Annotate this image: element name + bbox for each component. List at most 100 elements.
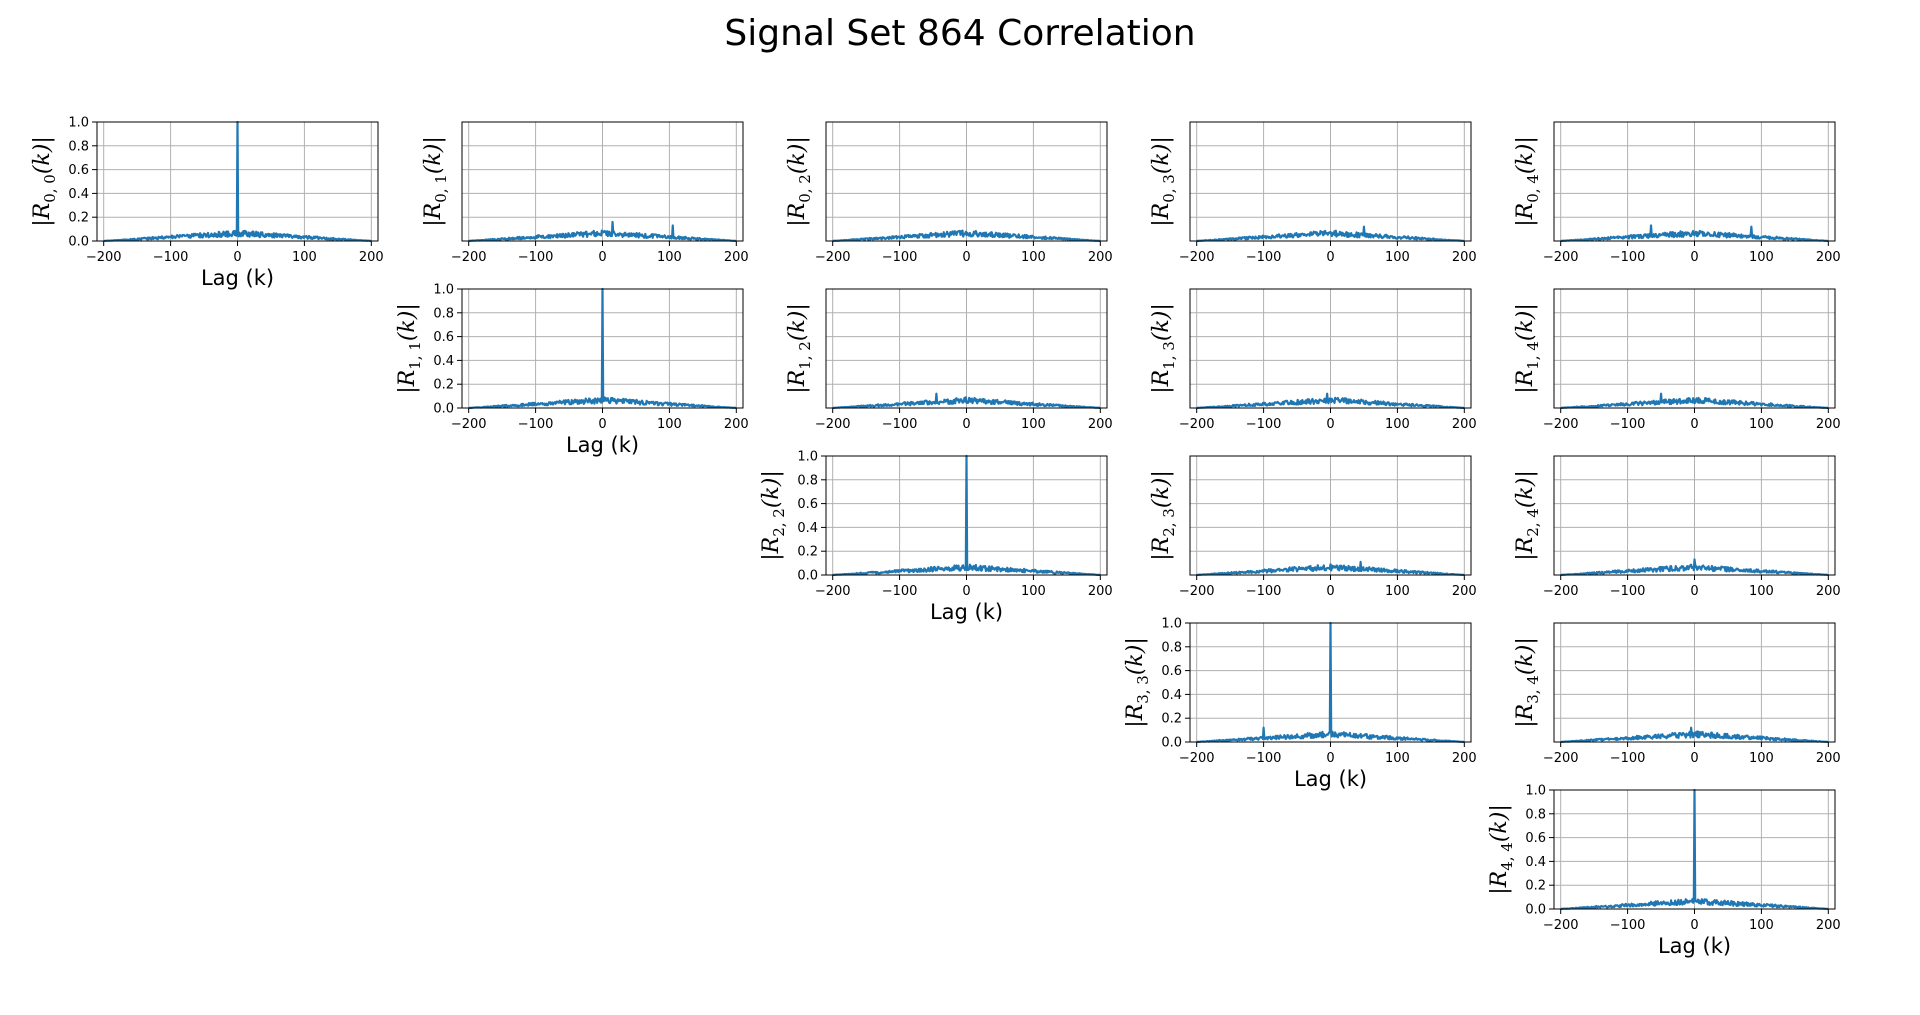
y-label-tail: (k)| — [759, 470, 784, 508]
x-tick-label: 0 — [598, 250, 606, 265]
y-label-main: |R — [785, 370, 810, 394]
x-tick-label: −100 — [1610, 250, 1646, 265]
x-tick-label: 0 — [1690, 250, 1698, 265]
x-tick-label: 200 — [1816, 751, 1841, 766]
panel-r4-4: −200 −100 0 100 200 0.0 0.2 0.4 0.6 0.8 1.0 Lag (k)… — [1487, 784, 1841, 959]
y-label-main: |R — [1123, 704, 1148, 728]
panel-r1-3: −200 −100 0 100 200 |R1, 3(k)| — [1149, 288, 1477, 432]
x-tick-label: −200 — [451, 417, 487, 432]
y-tick-label: 0.0 — [433, 402, 454, 417]
x-tick-label: 0 — [1326, 751, 1334, 766]
x-axis-label: Lag (k) — [201, 266, 274, 290]
x-tick-label: −200 — [1543, 250, 1579, 265]
y-axis-label: |R1, 3(k)| — [1149, 303, 1178, 394]
x-tick-label: 200 — [1816, 918, 1841, 933]
x-tick-label: 0 — [1690, 417, 1698, 432]
x-tick-label: 100 — [1385, 751, 1410, 766]
y-label-main: |R — [1487, 871, 1512, 895]
x-tick-label: −200 — [1543, 918, 1579, 933]
x-tick-label: 0 — [1326, 250, 1334, 265]
x-tick-label: −100 — [518, 250, 554, 265]
x-tick-label: 200 — [1088, 417, 1113, 432]
y-label-subscript: 1, 3 — [1160, 341, 1178, 370]
y-label-main: |R — [1149, 203, 1174, 227]
y-label-subscript: 1, 4 — [1524, 341, 1542, 370]
y-tick-label: 0.8 — [1161, 640, 1182, 655]
x-tick-label: 100 — [657, 250, 682, 265]
panel-r1-2: −200 −100 0 100 200 |R1, 2(k)| — [785, 288, 1113, 432]
y-tick-label: 0.2 — [433, 378, 454, 393]
series-line-r2-4 — [1560, 558, 1829, 577]
x-tick-label: −100 — [882, 250, 918, 265]
x-tick-label: −200 — [86, 250, 122, 265]
y-tick-label: 0.0 — [1525, 903, 1546, 918]
y-tick-label: 0.2 — [1525, 879, 1546, 894]
y-label-subscript: 1, 2 — [796, 341, 814, 370]
y-label-main: |R — [421, 203, 446, 227]
x-tick-label: 100 — [1021, 250, 1046, 265]
y-label-tail: (k)| — [1123, 637, 1148, 675]
y-axis-label: |R4, 4(k)| — [1487, 804, 1516, 895]
y-tick-label: 0.8 — [433, 306, 454, 321]
panel-r0-3: −200 −100 0 100 200 |R0, 3(k)| — [1149, 121, 1477, 265]
x-tick-label: −200 — [815, 417, 851, 432]
panel-r3-3: −200 −100 0 100 200 0.0 0.2 0.4 0.6 0.8 1.0 Lag (k)… — [1123, 617, 1477, 792]
x-tick-label: 200 — [1816, 250, 1841, 265]
x-tick-label: −200 — [815, 584, 851, 599]
x-tick-label: −200 — [1179, 417, 1215, 432]
series-line-r0-4 — [1560, 224, 1829, 243]
x-tick-label: 200 — [1088, 584, 1113, 599]
y-axis-label: |R2, 3(k)| — [1149, 470, 1178, 561]
x-tick-label: 200 — [359, 250, 384, 265]
x-tick-label: 200 — [1452, 417, 1477, 432]
y-tick-label: 0.4 — [433, 354, 454, 369]
y-label-tail: (k)| — [1487, 804, 1512, 842]
y-tick-label: 1.0 — [1525, 784, 1546, 799]
x-tick-label: −200 — [1543, 751, 1579, 766]
x-tick-label: 0 — [962, 584, 970, 599]
y-axis-label: |R3, 4(k)| — [1513, 637, 1542, 728]
x-tick-label: 100 — [1021, 584, 1046, 599]
x-tick-label: 200 — [1816, 417, 1841, 432]
y-axis-label: |R0, 3(k)| — [1149, 136, 1178, 227]
x-axis-label: Lag (k) — [1658, 934, 1731, 958]
series-line-r0-2 — [832, 229, 1101, 243]
x-tick-label: 100 — [1749, 584, 1774, 599]
panel-grid: −200 −100 0 100 200 0.0 0.2 0.4 0.6 0.8 1.0 Lag (k)… — [30, 116, 1841, 959]
x-tick-label: 200 — [724, 250, 749, 265]
y-tick-label: 1.0 — [797, 450, 818, 465]
y-tick-label: 0.6 — [433, 330, 454, 345]
y-axis-label: |R1, 1(k)| — [395, 303, 424, 394]
x-tick-label: 200 — [1452, 584, 1477, 599]
y-tick-label: 0.6 — [1161, 664, 1182, 679]
y-axis-label: |R1, 2(k)| — [785, 303, 814, 394]
y-tick-label: 0.2 — [68, 211, 89, 226]
y-label-subscript: 2, 4 — [1524, 508, 1542, 537]
y-tick-label: 0.2 — [797, 545, 818, 560]
x-tick-label: 100 — [1385, 584, 1410, 599]
x-tick-label: −200 — [451, 250, 487, 265]
figure-title: Signal Set 864 Correlation — [724, 13, 1195, 54]
panel-r2-3: −200 −100 0 100 200 |R2, 3(k)| — [1149, 455, 1477, 599]
y-tick-label: 1.0 — [68, 116, 89, 131]
x-tick-label: 0 — [1690, 751, 1698, 766]
panel-r1-4: −200 −100 0 100 200 |R1, 4(k)| — [1513, 288, 1841, 432]
x-axis-label: Lag (k) — [930, 600, 1003, 624]
y-tick-label: 0.0 — [1161, 736, 1182, 751]
y-label-tail: (k)| — [1149, 303, 1174, 341]
y-label-subscript: 0, 1 — [432, 174, 450, 203]
x-tick-label: 0 — [962, 250, 970, 265]
x-tick-label: −200 — [815, 250, 851, 265]
y-axis-label: |R0, 2(k)| — [785, 136, 814, 227]
y-label-main: |R — [1149, 537, 1174, 561]
x-tick-label: 0 — [1326, 584, 1334, 599]
series-line-r2-3 — [1196, 560, 1465, 577]
y-label-tail: (k)| — [30, 136, 55, 174]
y-tick-label: 0.8 — [1525, 807, 1546, 822]
x-tick-label: 100 — [1749, 250, 1774, 265]
y-tick-label: 1.0 — [433, 283, 454, 298]
y-label-subscript: 3, 4 — [1524, 675, 1542, 704]
x-tick-label: −100 — [882, 417, 918, 432]
